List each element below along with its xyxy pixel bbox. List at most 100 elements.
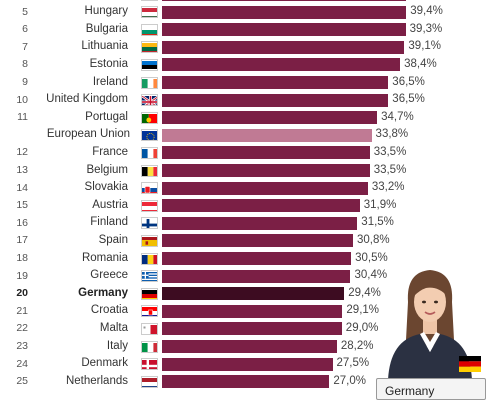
hr-flag-icon	[141, 305, 158, 318]
lt-flag-icon	[141, 41, 158, 54]
category-label: Austria	[92, 198, 128, 211]
rank-label: 7	[22, 40, 28, 53]
category-label: Hungary	[84, 5, 128, 18]
data-label: 31,5%	[361, 216, 394, 229]
bar	[162, 40, 405, 54]
bar	[162, 23, 406, 37]
bg-flag-icon	[141, 23, 158, 36]
mt-flag-icon	[141, 322, 158, 335]
rank-label: 11	[17, 111, 28, 124]
category-label: Greece	[90, 269, 128, 282]
category-label: France	[92, 145, 128, 158]
bar	[162, 164, 370, 177]
category-label: Malta	[99, 321, 128, 334]
hu-flag-icon	[141, 6, 158, 19]
rank-label: 15	[16, 199, 28, 212]
data-label: 33,5%	[373, 163, 407, 176]
category-label: Estonia	[89, 57, 128, 70]
category-label: Portugal	[85, 110, 128, 123]
rank-label: 22	[16, 322, 28, 335]
data-label: 34,7%	[381, 110, 414, 123]
data-label: 39,3%	[409, 22, 443, 35]
category-label: Netherlands	[65, 374, 128, 387]
rank-label: 20	[16, 287, 28, 300]
data-label: 29,0%	[345, 321, 379, 334]
category-label: Slovakia	[84, 181, 128, 194]
at-flag-icon	[141, 199, 158, 212]
data-label: 36,5%	[392, 75, 425, 88]
data-label: 39,1%	[408, 40, 442, 53]
data-label: 33,2%	[371, 181, 405, 194]
be-flag-icon	[141, 164, 158, 177]
bar	[162, 287, 345, 301]
rank-label: 12	[16, 146, 28, 159]
bar	[162, 5, 407, 19]
gr-flag-icon	[141, 270, 158, 283]
category-label: Spain	[98, 233, 128, 246]
bar	[162, 76, 389, 89]
rank-label: 21	[16, 304, 28, 317]
woman-avatar-icon	[388, 270, 472, 380]
category-label: Ireland	[92, 75, 128, 88]
eu-flag-icon	[141, 129, 158, 142]
rank-label: 23	[16, 340, 28, 352]
fi-flag-icon	[141, 217, 158, 230]
category-label: United Kingdom	[46, 93, 128, 106]
it-flag-icon	[141, 340, 158, 353]
data-label: 30,4%	[354, 269, 388, 282]
bar	[162, 322, 342, 336]
ro-flag-icon	[141, 252, 158, 265]
bar	[162, 146, 370, 160]
data-label: 30,5%	[355, 251, 388, 264]
rank-label: 19	[16, 269, 28, 282]
bar	[162, 357, 333, 371]
es-flag-icon	[141, 234, 158, 247]
data-label: 39,4%	[410, 5, 443, 18]
rank-label: 16	[16, 216, 28, 229]
category-label: Croatia	[90, 304, 128, 317]
bar	[162, 111, 378, 125]
sk-flag-icon	[141, 182, 158, 195]
country-badge: Germany	[376, 378, 486, 400]
category-label: European Union	[46, 128, 130, 141]
ee-flag-icon	[141, 58, 158, 71]
rank-label: 25	[16, 375, 28, 388]
rank-label: 24	[16, 357, 28, 370]
rank-label: 17	[16, 234, 28, 247]
data-label: 29,1%	[346, 304, 380, 317]
rank-label: 18	[16, 252, 28, 264]
data-label: 33,8%	[375, 128, 409, 141]
bar	[162, 216, 358, 230]
category-label: Denmark	[81, 357, 128, 370]
category-label: Finland	[90, 216, 128, 229]
bar	[162, 234, 353, 248]
rank-label: 13	[16, 164, 28, 176]
ie-flag-icon	[141, 76, 158, 89]
rank-label: 14	[16, 181, 28, 194]
de-flag-icon	[141, 287, 158, 300]
rank-label: 9	[22, 76, 28, 88]
category-label: Romania	[81, 251, 128, 264]
badge-label: Germany	[385, 384, 435, 398]
data-label: 31,9%	[363, 198, 397, 211]
data-label: 27,5%	[336, 357, 370, 370]
pt-flag-icon	[141, 111, 158, 124]
rank-label: 10	[16, 93, 28, 106]
bar	[162, 340, 337, 353]
germany-flag-icon	[459, 356, 481, 372]
bar	[162, 58, 401, 72]
category-label: Italy	[106, 339, 128, 352]
bar	[162, 0, 407, 1]
data-label: 29,4%	[348, 286, 381, 299]
bar	[162, 252, 352, 265]
se-flag-icon	[141, 0, 158, 1]
category-label: Belgium	[86, 163, 128, 176]
bar	[162, 199, 360, 213]
bar	[162, 128, 372, 142]
bar	[162, 93, 389, 107]
data-label: 38,4%	[404, 57, 437, 70]
rank-label: 5	[22, 5, 28, 18]
rank-label: 6	[22, 23, 28, 36]
bar	[162, 375, 330, 389]
